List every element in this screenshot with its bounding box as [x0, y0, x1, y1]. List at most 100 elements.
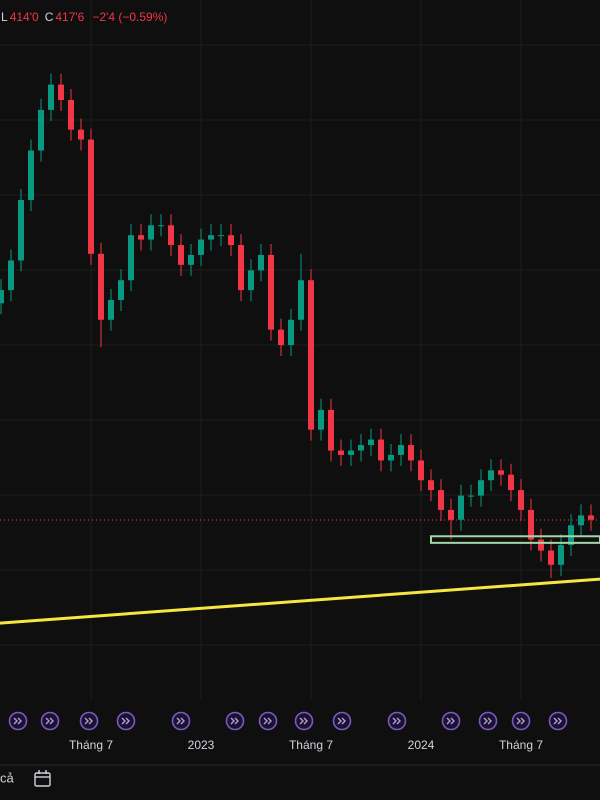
event-icon[interactable]	[478, 711, 498, 731]
candle-body	[138, 235, 144, 240]
candle-body	[468, 495, 474, 497]
event-circle	[258, 711, 278, 731]
candle-body	[0, 290, 4, 304]
event-glyph	[121, 717, 130, 725]
candle-body	[258, 254, 264, 271]
candle-body	[98, 253, 104, 320]
candle-body	[398, 445, 404, 455]
candle-body	[238, 245, 244, 291]
candle-body	[48, 84, 54, 110]
event-glyph	[337, 717, 346, 725]
event-circle	[116, 711, 136, 731]
event-icon[interactable]	[258, 711, 278, 731]
candle-body	[218, 235, 224, 237]
candle-body	[78, 129, 84, 140]
candle-body	[178, 245, 184, 265]
ohlc-header: L 414'0 C 417'6 −2'4 (−0.59%)	[1, 10, 167, 24]
event-icon[interactable]	[294, 711, 314, 731]
event-circle	[171, 711, 191, 731]
event-circle	[40, 711, 60, 731]
candle-body	[548, 550, 554, 565]
event-icon[interactable]	[116, 711, 136, 731]
event-glyph	[483, 717, 492, 725]
trendline	[0, 577, 600, 625]
candle-body	[438, 490, 444, 510]
candle-body	[68, 100, 74, 130]
candle-body	[328, 409, 334, 451]
candle-body	[18, 200, 24, 261]
candle-body	[278, 329, 284, 346]
candle-body	[418, 460, 424, 481]
candle-body	[308, 280, 314, 430]
event-icon[interactable]	[40, 711, 60, 731]
candle-body	[428, 480, 434, 491]
event-glyph	[176, 717, 185, 725]
candle-body	[58, 84, 64, 100]
event-icon[interactable]	[387, 711, 407, 731]
toolbar-label[interactable]: cả	[0, 770, 15, 785]
candle-body	[158, 225, 164, 227]
candle-body	[118, 280, 124, 300]
event-glyph	[84, 717, 93, 725]
event-icon[interactable]	[332, 711, 352, 731]
ohlc-label: L	[1, 10, 8, 24]
candle-body	[348, 450, 354, 455]
candle-body	[318, 409, 324, 430]
event-circle	[332, 711, 352, 731]
candle-body	[588, 515, 594, 520]
event-circle	[548, 711, 568, 731]
candle-body	[338, 450, 344, 455]
event-circle	[225, 711, 245, 731]
event-icon[interactable]	[8, 711, 28, 731]
event-icon[interactable]	[225, 711, 245, 731]
event-glyph	[45, 717, 54, 725]
event-icon[interactable]	[79, 711, 99, 731]
candle-body	[448, 509, 454, 520]
event-icon[interactable]	[511, 711, 531, 731]
event-circle	[511, 711, 531, 731]
candle-body	[108, 300, 114, 320]
event-circle	[294, 711, 314, 731]
event-glyph	[299, 717, 308, 725]
candle-body	[498, 470, 504, 475]
x-tick-label: Tháng 7	[69, 738, 113, 752]
candle-body	[128, 235, 134, 281]
candle-body	[228, 235, 234, 246]
candle-body	[408, 445, 414, 461]
candle-body	[38, 109, 44, 151]
candle-body	[568, 525, 574, 546]
x-tick-label: 2023	[188, 738, 215, 752]
event-circle	[478, 711, 498, 731]
candle-body	[268, 254, 274, 330]
candle-body	[488, 470, 494, 481]
candle-body	[538, 539, 544, 551]
candle-body	[288, 319, 294, 346]
event-circle	[8, 711, 28, 731]
event-glyph	[516, 717, 525, 725]
x-tick-label: Tháng 7	[289, 738, 333, 752]
candle-body	[378, 439, 384, 461]
event-glyph	[446, 717, 455, 725]
event-icon[interactable]	[441, 711, 461, 731]
event-glyph	[230, 717, 239, 725]
candle-body	[358, 445, 364, 451]
candle-body	[148, 225, 154, 240]
event-icon[interactable]	[548, 711, 568, 731]
event-icon[interactable]	[171, 711, 191, 731]
candle-body	[388, 454, 394, 461]
candle-body	[458, 495, 464, 520]
candle-body	[198, 239, 204, 255]
candle-body	[368, 439, 374, 446]
calendar-icon[interactable]	[34, 770, 51, 787]
candle-body	[248, 270, 254, 291]
candle-body	[578, 515, 584, 526]
support-zone	[430, 535, 600, 544]
candle-body	[88, 139, 94, 254]
candle-body	[478, 480, 484, 496]
candle-body	[208, 235, 214, 240]
x-tick-label: 2024	[408, 738, 435, 752]
event-glyph	[263, 717, 272, 725]
candle-body	[28, 150, 34, 200]
